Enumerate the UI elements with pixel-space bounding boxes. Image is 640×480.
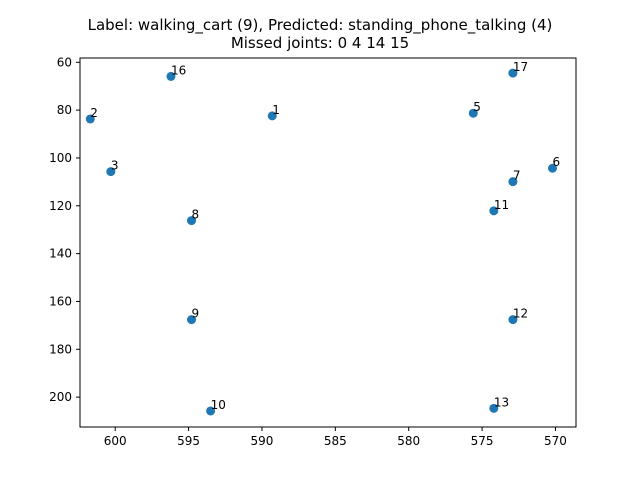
y-tick-label: 100 [49,151,72,165]
point-label: 3 [111,159,119,173]
data-point [166,71,176,81]
data-point [508,177,518,187]
y-tick-label: 120 [49,199,72,213]
axes-frame [79,57,577,428]
chart-title: Label: walking_cart (9), Predicted: stan… [87,16,553,34]
data-point [548,163,558,173]
point-label: 6 [553,155,561,169]
point-label: 8 [192,208,200,222]
point-label: 10 [211,398,226,412]
x-tick-label: 570 [544,434,567,448]
y-tick-label: 60 [57,55,72,69]
point-label: 5 [473,100,481,114]
y-tick-label: 160 [49,294,72,308]
x-tick-label: 575 [471,434,494,448]
data-point [187,315,197,325]
y-tick-label: 200 [49,390,72,404]
y-tick-label: 80 [57,103,72,117]
x-tick-label: 590 [251,434,274,448]
data-point [206,406,216,416]
point-label: 17 [513,60,528,74]
y-tick-label: 140 [49,247,72,261]
data-point [106,167,116,177]
x-tick-label: 595 [177,434,200,448]
data-point [468,108,478,118]
data-point [508,68,518,78]
point-label: 9 [192,307,200,321]
point-label: 1 [272,103,280,117]
point-label: 13 [494,395,509,409]
point-label: 16 [171,63,186,77]
point-label: 7 [513,169,521,183]
data-point [489,206,499,216]
x-tick-label: 600 [104,434,127,448]
point-label: 12 [513,307,528,321]
plot-area: 600 595 590 585 580 575 570 60 80 100 120 140 160 180… [49,55,577,448]
x-tick-label: 580 [397,434,420,448]
data-point [508,315,518,325]
y-tick-label: 180 [49,342,72,356]
data-point [187,216,197,226]
chart-subtitle: Missed joints: 0 4 14 15 [230,34,410,52]
data-point [85,114,95,124]
x-tick-label: 585 [324,434,347,448]
point-label: 11 [494,198,509,212]
data-point [489,403,499,413]
point-label: 2 [90,106,98,120]
data-point [267,111,277,121]
